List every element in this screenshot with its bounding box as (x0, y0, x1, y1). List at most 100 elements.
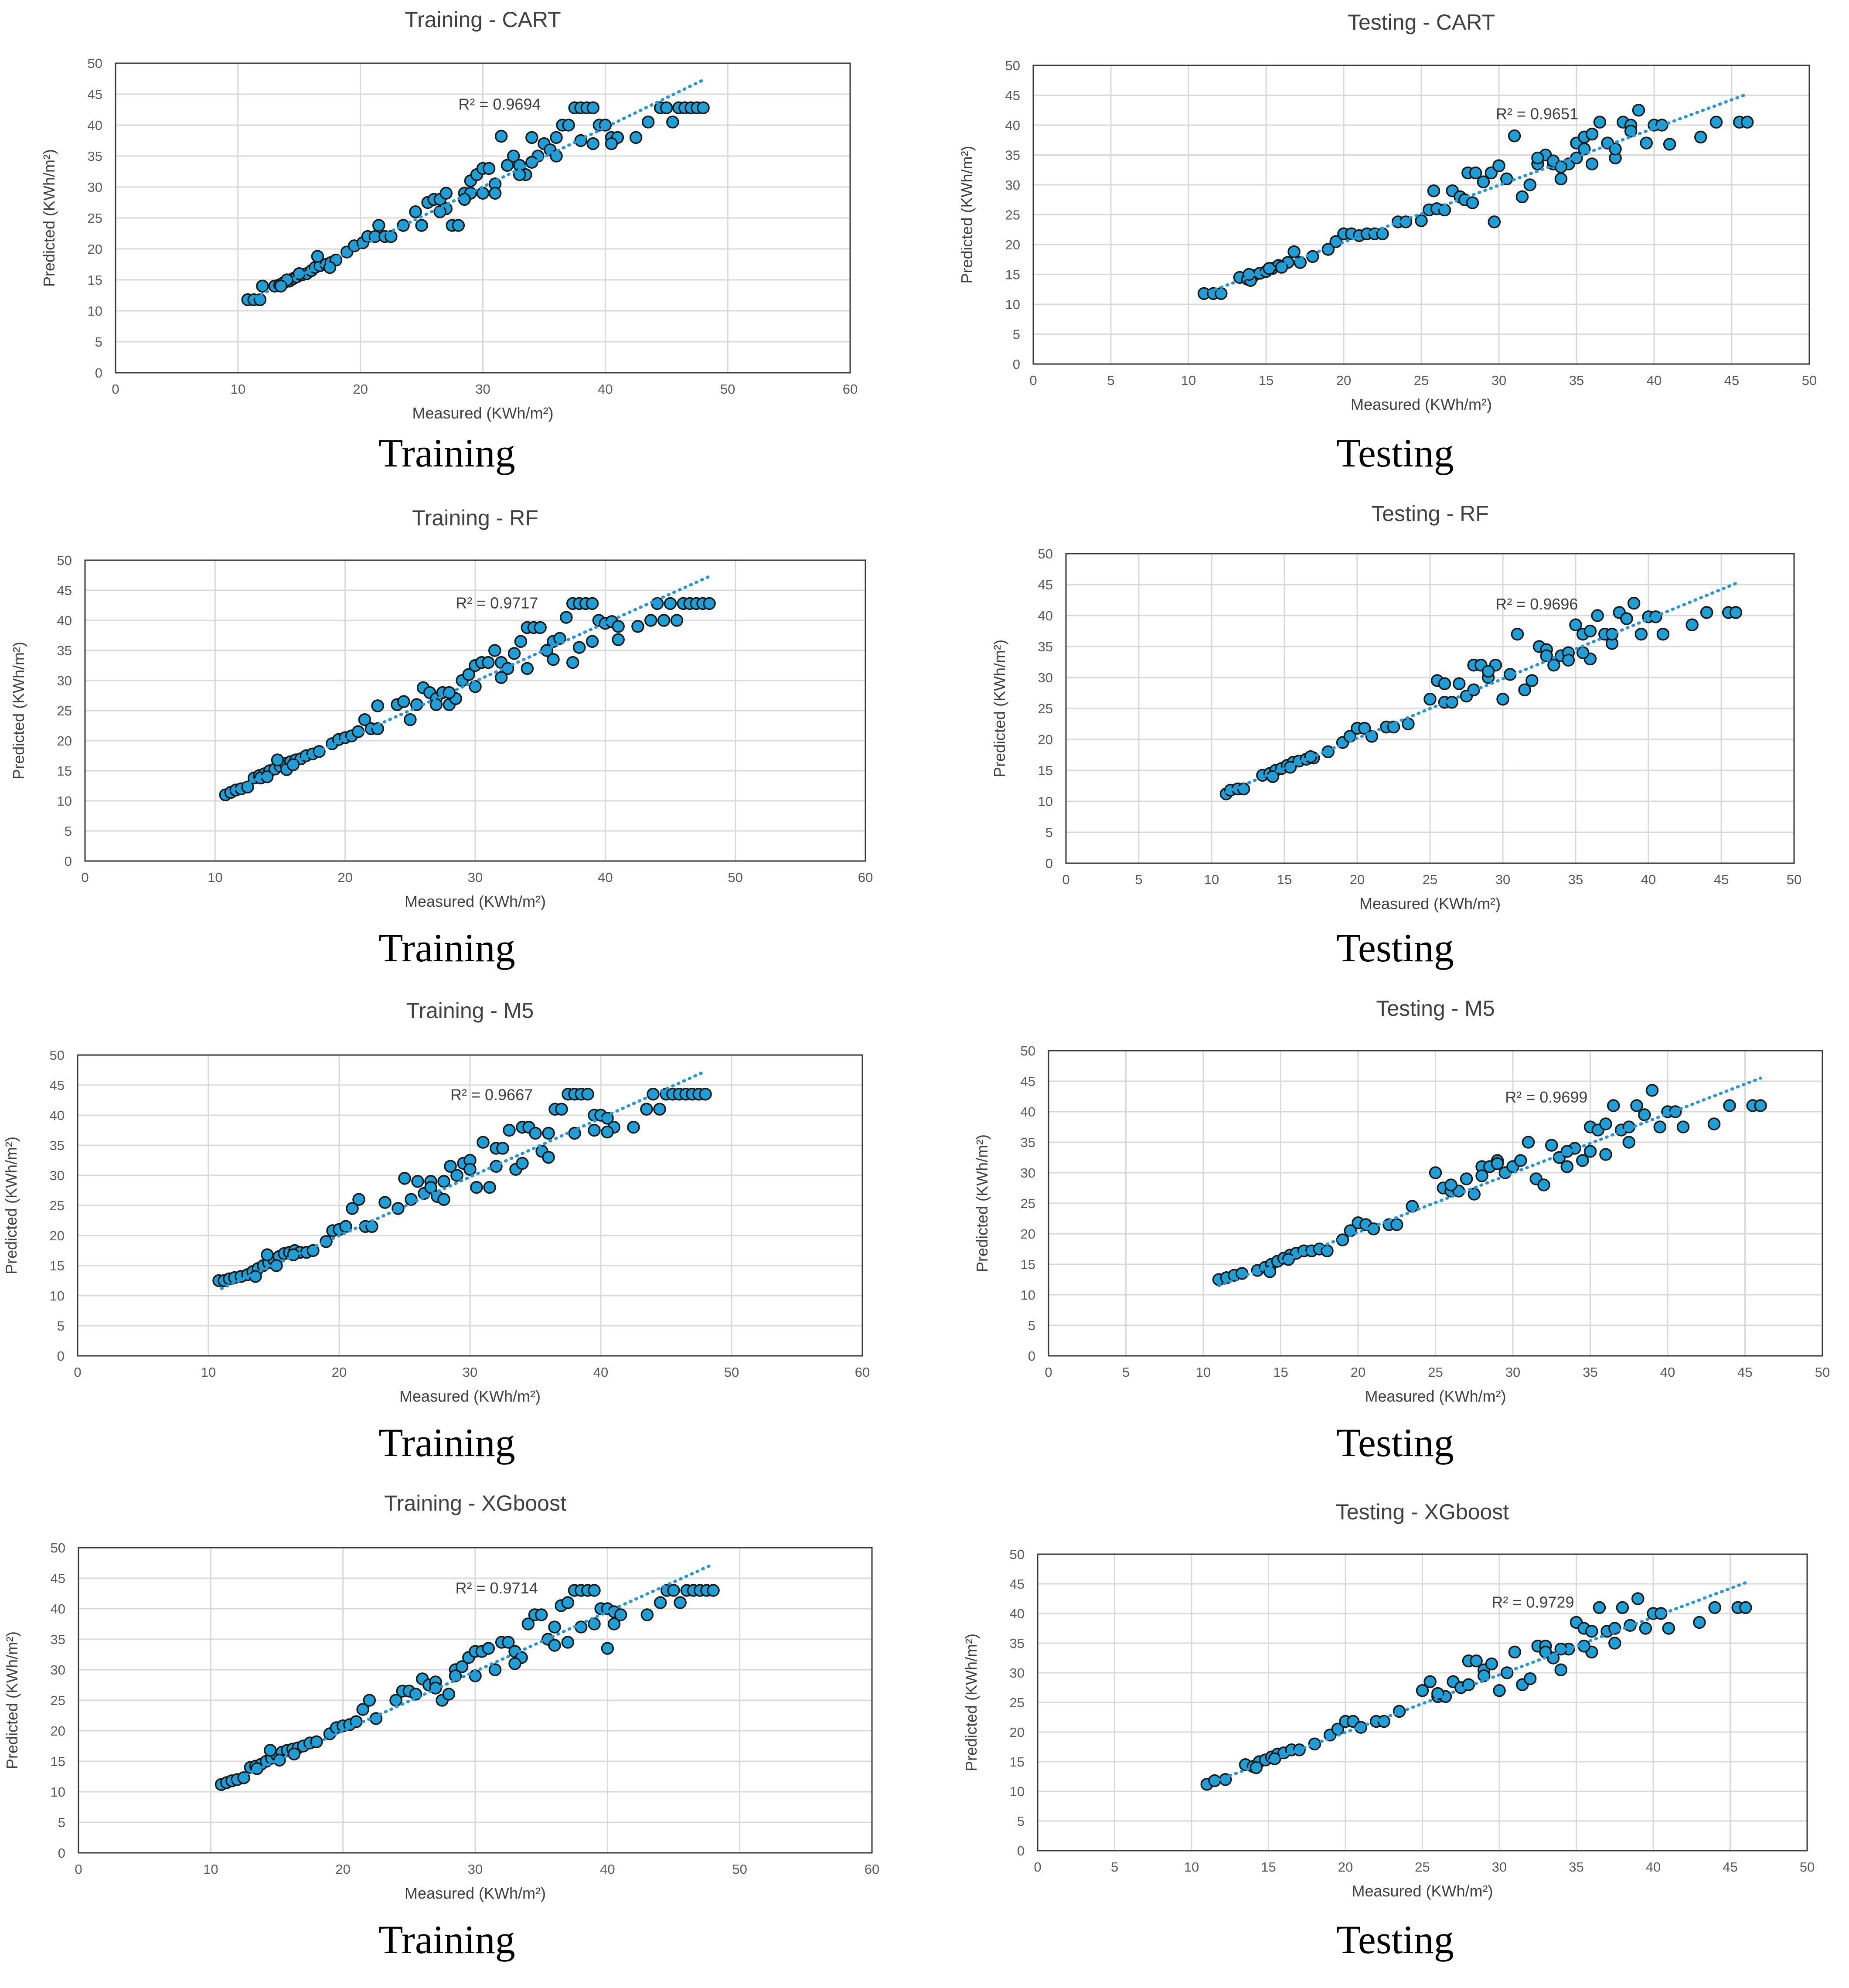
y-tick-label: 10 (1038, 794, 1053, 809)
y-tick-label: 15 (1005, 267, 1020, 283)
y-tick-label: 15 (1038, 763, 1053, 778)
data-point (521, 662, 534, 675)
data-point (1540, 649, 1553, 663)
data-point (371, 699, 384, 712)
data-point (1523, 1672, 1537, 1685)
x-tick-label: 5 (1135, 872, 1142, 887)
data-point (525, 131, 538, 144)
data-point (1694, 130, 1707, 144)
x-tick-label: 45 (1737, 1365, 1752, 1380)
y-tick-label: 0 (58, 1845, 65, 1861)
x-tick-label: 15 (1273, 1365, 1288, 1380)
chart-panel: 0 10 20 30 40 50 60 0 5 10 15 20 25 30 35 40 45 50 Trainin… (40, 7, 858, 475)
y-tick-label: 40 (1010, 1606, 1025, 1621)
data-point (1423, 692, 1437, 706)
data-point (612, 633, 625, 646)
chart-panel: 0 10 20 30 40 50 60 0 5 10 15 20 25 30 35 40 45 50 Trainin… (3, 1491, 879, 1962)
x-axis-label: Measured (KWh/m²) (412, 404, 553, 422)
data-point (1630, 1099, 1643, 1112)
y-tick-label: 30 (1038, 670, 1053, 685)
y-tick-label: 25 (1005, 208, 1020, 223)
x-tick-label: 40 (1641, 872, 1656, 887)
x-tick-label: 50 (724, 1365, 739, 1380)
x-axis-label: Measured (KWh/m²) (1359, 895, 1501, 912)
plot-frame (1032, 65, 1810, 365)
data-point (378, 1196, 392, 1209)
data-point (477, 1136, 490, 1149)
y-tick-label: 30 (1005, 177, 1020, 193)
panel-caption: Testing (1336, 431, 1454, 475)
x-tick-label: 20 (335, 1862, 350, 1877)
x-tick-label: 30 (463, 1365, 477, 1380)
data-point (261, 1248, 274, 1261)
data-point (1402, 717, 1415, 731)
y-tick-label: 25 (51, 1693, 65, 1708)
data-point (703, 597, 716, 610)
x-axis-label: Measured (KWh/m²) (399, 1387, 541, 1405)
data-point (550, 131, 563, 144)
data-point (1740, 116, 1754, 129)
data-point (1639, 1622, 1652, 1635)
data-point (631, 620, 644, 633)
data-point (653, 1103, 666, 1116)
data-point (1531, 151, 1544, 165)
data-point (363, 1694, 376, 1707)
y-axis-label: Predicted (KWh/m²) (10, 642, 27, 780)
x-axis-label: Measured (KWh/m²) (405, 892, 546, 910)
y-axis-label: Predicted (KWh/m²) (973, 1134, 991, 1272)
data-point (1514, 1154, 1527, 1167)
y-axis-label: Predicted (KWh/m²) (958, 146, 976, 283)
y-tick-label: 40 (1021, 1104, 1035, 1120)
y-axis-label: Predicted (KWh/m²) (40, 149, 58, 287)
data-point (1640, 136, 1653, 150)
data-point (1562, 654, 1575, 667)
data-point (1444, 1178, 1457, 1191)
chart-title: Training - M5 (406, 998, 534, 1023)
x-tick-label: 50 (728, 870, 742, 885)
x-tick-label: 35 (1569, 1859, 1583, 1875)
data-point (1608, 1637, 1621, 1650)
trend-line (1202, 92, 1749, 295)
x-tick-label: 50 (1800, 1859, 1815, 1875)
data-point (1585, 127, 1599, 141)
y-tick-label: 30 (1010, 1665, 1025, 1681)
y-tick-label: 30 (57, 673, 72, 688)
r-squared-label: R² = 0.9694 (458, 95, 541, 113)
data-point (586, 635, 599, 648)
data-point (654, 1596, 667, 1609)
y-tick-label: 35 (50, 1138, 65, 1153)
x-tick-label: 10 (1204, 872, 1219, 887)
data-point (588, 1584, 601, 1597)
y-tick-label: 0 (1028, 1348, 1035, 1364)
data-point (1723, 1099, 1736, 1112)
y-tick-label: 5 (1013, 327, 1020, 342)
y-axis-label: Predicted (KWh/m²) (3, 1631, 21, 1769)
data-point (323, 261, 337, 274)
y-tick-label: 20 (88, 242, 102, 257)
x-tick-label: 35 (1583, 1365, 1597, 1380)
y-tick-label: 40 (1038, 608, 1053, 623)
data-point (437, 1175, 450, 1188)
data-point (581, 1087, 594, 1101)
data-point (560, 611, 573, 624)
trend-line (249, 78, 705, 301)
x-tick-label: 0 (1045, 1365, 1052, 1380)
data-point (1358, 722, 1371, 735)
data-point (1576, 646, 1590, 659)
trend-line (226, 575, 711, 793)
panel-caption: Testing (1336, 926, 1454, 970)
data-point (1423, 1675, 1437, 1688)
y-tick-label: 50 (1005, 58, 1020, 73)
x-tick-label: 25 (1428, 1365, 1443, 1380)
data-point (1554, 172, 1568, 186)
data-point (494, 129, 508, 143)
y-axis-label: Predicted (KWh/m²) (2, 1137, 20, 1274)
r-squared-label: R² = 0.9696 (1495, 595, 1578, 613)
data-point (1700, 606, 1713, 619)
data-point (562, 119, 575, 132)
data-point (548, 1620, 561, 1634)
y-tick-label: 50 (50, 1048, 65, 1063)
data-point (1583, 1145, 1597, 1158)
x-tick-label: 50 (732, 1862, 747, 1877)
x-tick-label: 25 (1423, 872, 1437, 887)
